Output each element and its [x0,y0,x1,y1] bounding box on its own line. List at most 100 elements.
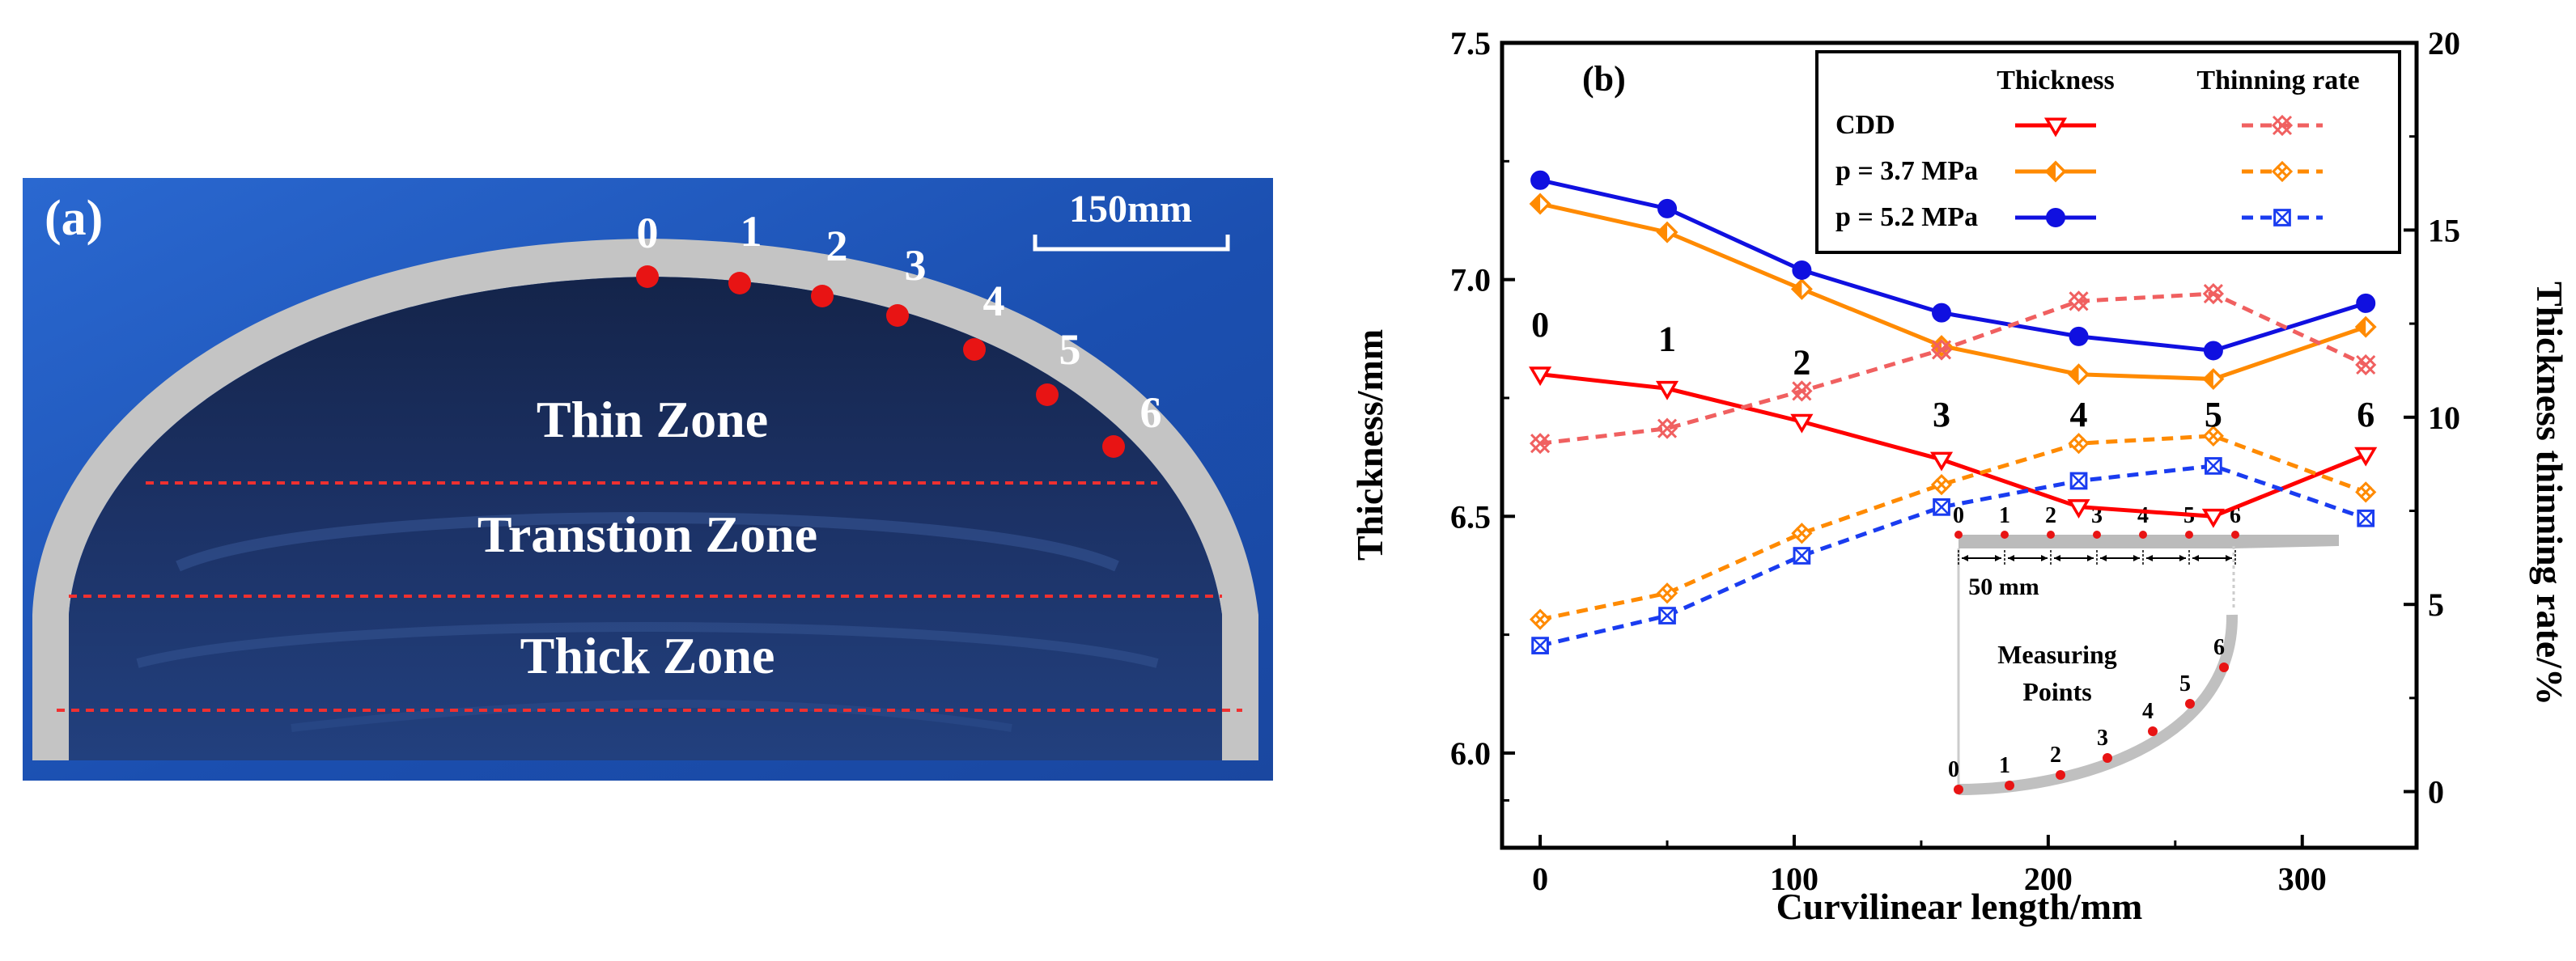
photo-point-label: 2 [826,222,848,270]
legend-marker-x [2272,115,2293,136]
legend-marker [2273,209,2291,226]
legend: Thickness Thinning rate CDD p = 3.7 MPa … [1815,50,2401,254]
inset-arc-points: 0 1 2 3 456 [1948,635,2229,794]
photo-measuring-point [1102,435,1125,458]
data-point [2202,282,2225,305]
y2-tick-label: 15 [2428,212,2460,248]
data-point-x [1931,340,1952,360]
data-point-x [2072,437,2086,450]
inset-arc-point [2056,770,2065,780]
y-tick-label: 7.5 [1450,25,1491,61]
data-point-shape [2069,326,2089,346]
data-point-shape [2067,499,2090,519]
data-point-shape [2356,293,2376,313]
inset-top-point [1954,531,1963,539]
photo-point-label: 4 [983,277,1005,325]
interior-highlight [291,700,1012,732]
data-point-shape [2068,290,2090,312]
data-point [1656,582,1678,604]
data-point-shape [1656,417,1678,439]
legend-marker-x [2276,165,2289,178]
data-point-x [2359,485,2372,499]
data-point [1791,523,1813,544]
inset-arrow-head [2008,555,2014,561]
y2-tick-label: 0 [2428,774,2444,811]
inset-top-point [2047,531,2055,539]
data-point-shape [1932,303,1952,323]
data-point-fill [2069,365,2079,383]
x-tick-label: 300 [2278,861,2327,897]
data-point [1790,413,1814,434]
photo-measuring-points: 0 1 2 3 4 5 6 [636,207,1162,458]
data-point-x [2203,284,2223,304]
inset-top-label: 4 [2137,503,2149,528]
inset-arrow-head [2192,555,2199,561]
x-tick-label: 200 [2024,861,2073,897]
data-point [2201,508,2225,528]
data-point-shape [1791,380,1813,402]
inset-top-point [2185,531,2193,539]
point-annotations: 0 1 2 3 4 5 6 [1531,305,2374,434]
data-point [2203,341,2223,361]
inset-arrow-head [2146,555,2153,561]
data-point [2202,425,2225,447]
inset-arc-point [2185,699,2195,709]
data-point [1793,547,1811,565]
data-point-x [2069,291,2089,311]
data-point [2068,290,2090,312]
inset-arc-label: 3 [2097,726,2108,751]
inset-arc-point [2219,663,2229,672]
inset-arc-label: 1 [1999,753,2010,778]
legend-marker [2044,160,2067,183]
data-point [2202,368,2225,391]
x-tick-label: 0 [1532,861,1548,897]
photo-measuring-point [811,285,834,307]
photo-point-label: 3 [905,241,927,290]
data-point [2354,315,2377,338]
zone-label-thin: Thin Zone [537,391,768,448]
data-point-shape [1529,366,1552,387]
x-axis-label: Curvilinear length/mm [1776,886,2143,927]
legend-marker [2046,208,2065,227]
photo-point-label: 1 [741,207,762,256]
data-point [1929,451,1954,472]
data-point-x [1795,527,1809,540]
inset-spacing-label: 50 mm [1968,574,2039,600]
y2-axis-label: Thickness thinning rate/% [2529,282,2570,705]
inset-arrow-head [1995,555,2001,561]
data-point-x [1793,547,1810,565]
data-point-x [1792,381,1812,401]
data-point-shape [1529,433,1551,455]
point-number-label: 4 [2070,395,2088,434]
data-point [1932,303,1952,323]
point-number-label: 5 [2205,395,2222,434]
inset-arrow-head [2179,555,2186,561]
data-point [1930,339,1953,361]
y2-tick-label: 5 [2428,586,2444,623]
point-number-label: 1 [1658,319,1676,358]
data-point [1529,608,1551,630]
legend-row-label: CDD [1835,110,1895,140]
data-point-x [2357,510,2374,527]
data-point-shape [2202,282,2225,305]
interior-highlight [176,512,1119,572]
inset-arrow-head [1962,555,1968,561]
inset-arrow-head [2087,555,2094,561]
inset-arc-point [1954,785,1963,794]
data-point-x [1531,637,1549,654]
data-point-x [1661,586,1674,599]
legend-marker-shape [2271,114,2294,137]
inset-arrow-head [2133,555,2140,561]
data-point-x [1530,434,1551,454]
inset-top-point [2093,531,2101,539]
x-tick-label: 100 [1770,861,1818,897]
data-point [1656,417,1678,439]
inset-caption-line2: Points [2022,677,2091,706]
panel-a-photo: Thin Zone Transtion Zone Thick Zone (a) … [23,178,1273,781]
data-point-x [1935,478,1948,491]
data-point [2357,509,2375,527]
data-point [1657,198,1678,218]
legend-symbols [2015,114,2323,227]
data-point-fill [2357,318,2366,337]
